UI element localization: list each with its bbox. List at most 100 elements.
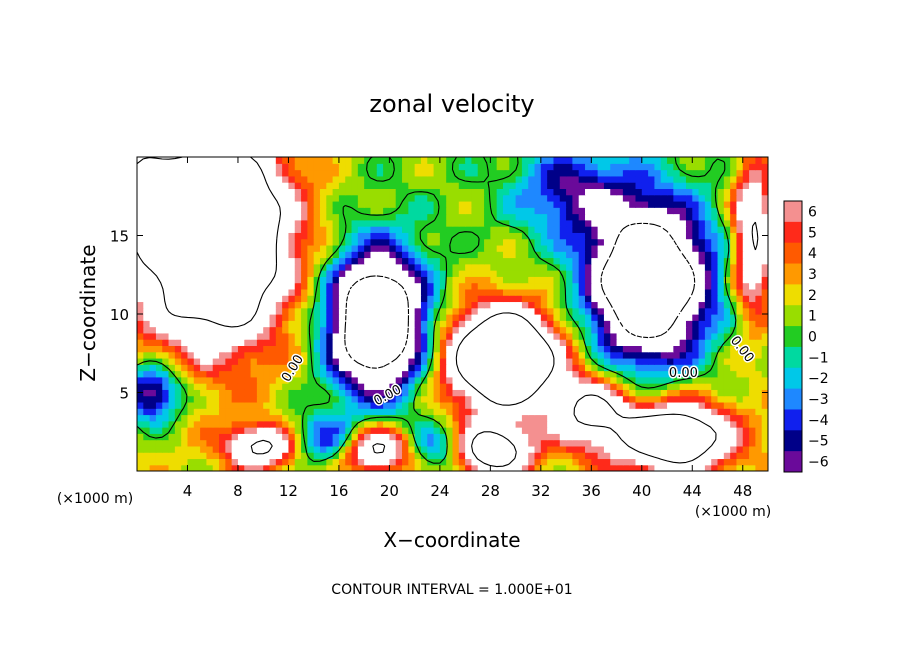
heatmap-cell	[521, 427, 529, 434]
heatmap-cell	[149, 207, 157, 215]
heatmap-cell	[698, 427, 706, 434]
heatmap-cell	[660, 163, 668, 171]
heatmap-cell	[326, 263, 334, 271]
heatmap-cell	[654, 169, 662, 177]
heatmap-cell	[439, 182, 447, 189]
heatmap-cell	[698, 238, 706, 246]
heatmap-cell	[288, 364, 296, 372]
heatmap-cell	[761, 357, 768, 365]
heatmap-cell	[591, 175, 599, 183]
heatmap-cell	[181, 244, 189, 252]
heatmap-cell	[326, 200, 334, 208]
heatmap-cell	[294, 182, 302, 189]
heatmap-cell	[585, 232, 592, 240]
heatmap-cell	[193, 276, 201, 284]
heatmap-cell	[698, 326, 706, 334]
heatmap-cell	[237, 188, 245, 196]
heatmap-cell	[723, 395, 731, 403]
heatmap-cell	[534, 257, 542, 265]
heatmap-cell	[427, 439, 435, 447]
heatmap-cell	[755, 458, 763, 466]
heatmap-cell	[528, 182, 536, 189]
heatmap-cell	[641, 427, 649, 434]
heatmap-cell	[319, 219, 327, 227]
heatmap-cell	[477, 439, 485, 447]
heatmap-cell	[566, 232, 573, 240]
heatmap-cell	[566, 188, 573, 196]
heatmap-cell	[237, 295, 245, 303]
heatmap-cell	[528, 357, 536, 365]
heatmap-cell	[364, 288, 372, 296]
heatmap-cell	[648, 207, 656, 215]
heatmap-cell	[200, 433, 208, 441]
heatmap-cell	[471, 238, 479, 246]
heatmap-cell	[698, 370, 706, 378]
heatmap-cell	[143, 364, 151, 372]
heatmap-cell	[465, 357, 473, 365]
heatmap-cell	[244, 458, 252, 466]
heatmap-cell	[458, 238, 466, 246]
heatmap-cell	[685, 320, 693, 328]
heatmap-cell	[408, 295, 416, 303]
heatmap-cell	[212, 345, 220, 353]
heatmap-cell	[736, 408, 744, 416]
heatmap-cell	[275, 339, 283, 346]
heatmap-cell	[679, 351, 687, 359]
heatmap-cell	[521, 439, 529, 447]
heatmap-cell	[471, 401, 479, 409]
heatmap-cell	[294, 383, 302, 390]
heatmap-cell	[357, 270, 365, 277]
heatmap-cell	[603, 194, 611, 202]
heatmap-cell	[212, 200, 220, 208]
heatmap-cell	[181, 157, 189, 164]
heatmap-cell	[591, 345, 599, 353]
heatmap-cell	[143, 207, 151, 215]
heatmap-cell	[540, 200, 548, 208]
heatmap-cell	[755, 389, 763, 397]
heatmap-cell	[585, 270, 592, 277]
heatmap-cell	[326, 226, 334, 233]
heatmap-cell	[206, 420, 214, 428]
heatmap-cell	[338, 376, 346, 384]
heatmap-cell	[692, 163, 700, 171]
heatmap-cell	[351, 408, 359, 416]
heatmap-cell	[622, 314, 630, 321]
heatmap-cell	[490, 439, 498, 447]
heatmap-cell	[755, 307, 763, 315]
heatmap-cell	[622, 188, 630, 196]
heatmap-cell	[610, 452, 618, 460]
heatmap-cell	[269, 383, 277, 390]
heatmap-cell	[484, 251, 491, 259]
heatmap-cell	[433, 194, 441, 202]
heatmap-cell	[749, 345, 756, 353]
heatmap-cell	[528, 414, 536, 422]
heatmap-cell	[357, 282, 365, 290]
heatmap-cell	[433, 401, 441, 409]
heatmap-cell	[685, 232, 693, 240]
heatmap-cell	[761, 414, 768, 422]
heatmap-cell	[610, 320, 618, 328]
heatmap-cell	[591, 251, 599, 259]
heatmap-cell	[414, 383, 422, 390]
heatmap-cell	[540, 169, 548, 177]
heatmap-cell	[389, 370, 397, 378]
heatmap-cell	[389, 433, 397, 441]
heatmap-cell	[357, 370, 365, 378]
heatmap-cell	[591, 288, 599, 296]
heatmap-cell	[465, 301, 473, 309]
heatmap-cell	[578, 452, 586, 460]
heatmap-cell	[370, 244, 378, 252]
heatmap-cell	[730, 200, 738, 208]
heatmap-cell	[269, 270, 277, 277]
heatmap-cell	[566, 401, 573, 409]
heatmap-cell	[736, 351, 744, 359]
heatmap-cell	[282, 414, 290, 422]
heatmap-cell	[534, 182, 542, 189]
heatmap-cell	[155, 408, 163, 416]
heatmap-cell	[509, 452, 517, 460]
heatmap-cell	[345, 452, 353, 460]
heatmap-cell	[704, 408, 712, 416]
heatmap-cell	[585, 194, 592, 202]
heatmap-cell	[660, 433, 668, 441]
heatmap-cell	[181, 364, 189, 372]
